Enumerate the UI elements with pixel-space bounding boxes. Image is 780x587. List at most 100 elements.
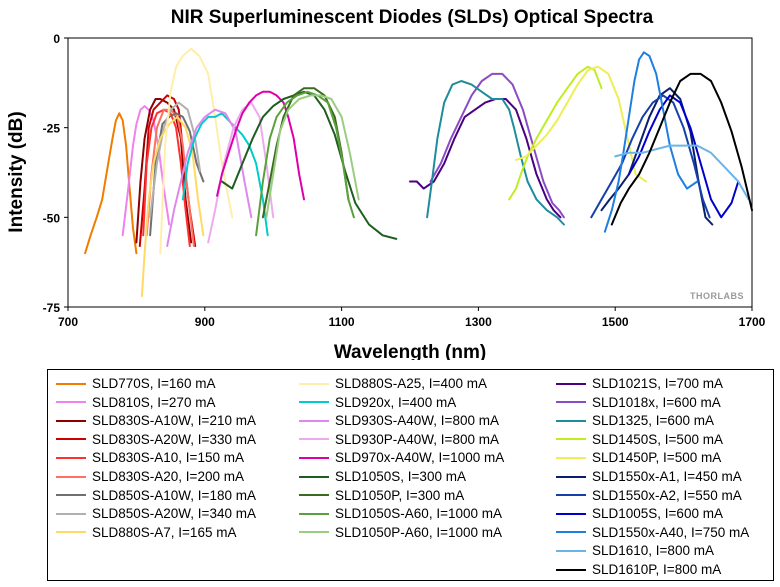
legend-swatch <box>299 531 329 534</box>
series-line-15 <box>220 90 398 240</box>
legend-swatch <box>56 382 86 385</box>
legend-item: SLD810S, I=270 mA <box>56 393 215 412</box>
legend-swatch <box>56 419 86 422</box>
spectra-chart: NIR Superluminescent Diodes (SLDs) Optic… <box>6 7 766 360</box>
x-axis-title: Wavelength (nm) <box>334 342 486 360</box>
legend-item: SLD850S-A10W, I=180 mA <box>56 486 256 505</box>
legend-swatch <box>556 401 586 404</box>
x-tick-label: 1300 <box>465 315 492 329</box>
legend-item: SLD930P-A40W, I=800 mA <box>299 430 499 449</box>
legend-item: SLD1021S, I=700 mA <box>556 374 723 393</box>
legend-swatch <box>556 531 586 534</box>
legend-swatch <box>56 531 86 534</box>
y-tick-label: -75 <box>43 301 61 315</box>
chart-title: NIR Superluminescent Diodes (SLDs) Optic… <box>171 7 654 28</box>
legend-swatch <box>556 419 586 422</box>
x-tick-label: 1500 <box>602 315 629 329</box>
series-line-14 <box>216 90 305 201</box>
series-line-26 <box>627 94 740 219</box>
legend-item: SLD1018x, I=600 mA <box>556 393 721 412</box>
legend-item: SLD1325, I=600 mA <box>556 411 714 430</box>
legend-item: SLD930S-A40W, I=800 mA <box>299 411 499 430</box>
series-line-11 <box>181 112 269 237</box>
legend-swatch <box>56 456 86 459</box>
legend-swatch <box>299 475 329 478</box>
legend-item: SLD970x-A40W, I=1000 mA <box>299 448 504 467</box>
legend-label: SLD1005S, I=600 mA <box>592 506 723 522</box>
series-line-2 <box>121 105 171 237</box>
legend-swatch <box>556 382 586 385</box>
legend-label: SLD1021S, I=700 mA <box>592 376 723 391</box>
series-line-28 <box>614 144 750 201</box>
x-tick-label: 1700 <box>739 315 766 329</box>
legend-item: SLD830S-A20, I=200 mA <box>56 467 244 486</box>
legend-item: SLD1610P, I=800 mA <box>556 560 721 579</box>
legend-label: SLD920x, I=400 mA <box>335 394 457 410</box>
legend-label: SLD1610, I=800 mA <box>592 543 714 559</box>
legend-swatch <box>299 494 329 497</box>
series-line-8 <box>149 101 201 219</box>
legend-swatch <box>56 494 86 497</box>
legend-label: SLD1050S, I=300 mA <box>335 469 466 484</box>
legend-item: SLD1550x-A2, I=550 mA <box>556 486 742 505</box>
legend-item: SLD1450S, I=500 mA <box>556 430 723 449</box>
legend-label: SLD1450S, I=500 mA <box>592 431 723 447</box>
legend-label: SLD970x-A40W, I=1000 mA <box>335 450 505 466</box>
x-tick-label: 700 <box>58 315 78 329</box>
series-line-18 <box>265 94 360 219</box>
legend-label: SLD1550x-A2, I=550 mA <box>592 487 742 503</box>
legend-label: SLD1550x-A1, I=450 mA <box>592 469 742 484</box>
legend-item: SLD1050P-A60, I=1000 mA <box>299 523 502 542</box>
legend-item: SLD1050S, I=300 mA <box>299 467 466 486</box>
plot-area-frame <box>67 37 753 308</box>
watermark: THORLABS <box>690 291 744 301</box>
legend-swatch <box>299 382 329 385</box>
legend-item: SLD1550x-A40, I=750 mA <box>556 523 749 542</box>
tick-layer: 700 900 1100 1300 1500 1700 0 -25 -50 -75 <box>43 32 766 329</box>
series-line-5 <box>142 108 191 247</box>
legend-label: SLD1050P, I=300 mA <box>335 487 465 503</box>
legend-label: SLD830S-A20W, I=330 mA <box>92 431 256 447</box>
legend-label: SLD1018x, I=600 mA <box>592 394 721 410</box>
legend-item: SLD830S-A10, I=150 mA <box>56 448 244 467</box>
legend-swatch <box>299 456 329 459</box>
legend-swatch <box>556 494 586 497</box>
legend-swatch <box>299 401 329 404</box>
legend-label: SLD880S-A25, I=400 mA <box>335 376 487 391</box>
legend-swatch <box>56 438 86 441</box>
legend-item: SLD920x, I=400 mA <box>299 393 456 412</box>
x-tick-label: 900 <box>195 315 215 329</box>
legend-label: SLD1325, I=600 mA <box>592 413 714 429</box>
legend-swatch <box>556 549 586 552</box>
legend-item: SLD770S, I=160 mA <box>56 374 215 393</box>
legend-item: SLD1450P, I=500 mA <box>556 448 721 467</box>
series-line-3 <box>135 98 193 244</box>
legend-item: SLD830S-A20W, I=330 mA <box>56 430 256 449</box>
y-tick-label: -50 <box>43 211 61 225</box>
series-line-17 <box>255 90 355 237</box>
legend-swatch <box>556 475 586 478</box>
legend-label: SLD830S-A10W, I=210 mA <box>92 413 256 429</box>
y-axis-title: Intensity (dB) <box>6 111 27 232</box>
legend-label: SLD850S-A10W, I=180 mA <box>92 487 256 503</box>
legend-item: SLD1005S, I=600 mA <box>556 504 723 523</box>
series-line-9 <box>140 115 205 298</box>
legend-label: SLD930P-A40W, I=800 mA <box>335 431 499 447</box>
legend: SLD770S, I=160 mA SLD810S, I=270 mA SLD830… <box>47 369 774 581</box>
legend-item: SLD1050S-A60, I=1000 mA <box>299 504 502 523</box>
legend-label: SLD1050S-A60, I=1000 mA <box>335 506 502 522</box>
legend-item: SLD850S-A20W, I=340 mA <box>56 504 256 523</box>
legend-label: SLD1550x-A40, I=750 mA <box>592 524 750 540</box>
legend-label: SLD1610P, I=800 mA <box>592 562 722 577</box>
legend-item: SLD1050P, I=300 mA <box>299 486 464 505</box>
legend-swatch <box>299 512 329 515</box>
legend-swatch <box>299 419 329 422</box>
legend-item: SLD880S-A7, I=165 mA <box>56 523 236 542</box>
legend-swatch <box>556 456 586 459</box>
legend-label: SLD1450P, I=500 mA <box>592 450 722 466</box>
legend-label: SLD830S-A20, I=200 mA <box>92 469 244 484</box>
legend-item: SLD1610, I=800 mA <box>556 541 714 560</box>
series-line-27 <box>603 51 699 233</box>
legend-label: SLD830S-A10, I=150 mA <box>92 450 244 466</box>
legend-label: SLD1050P-A60, I=1000 mA <box>335 524 502 540</box>
